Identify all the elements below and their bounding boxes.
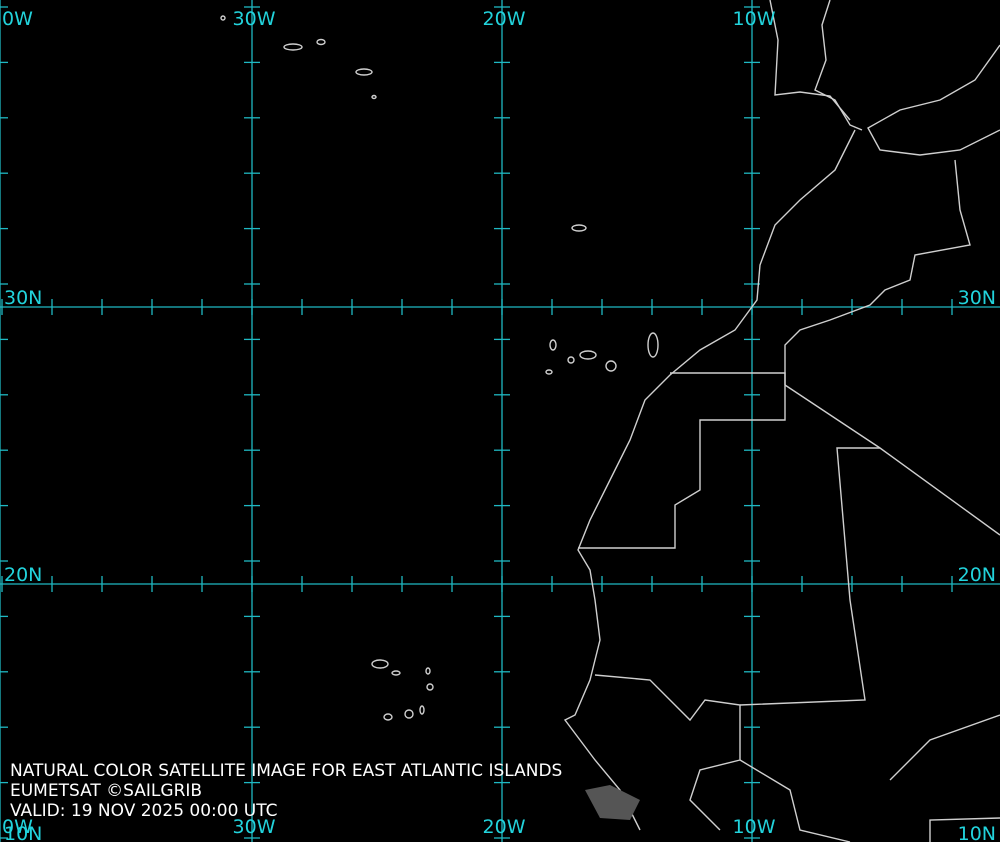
island (419, 705, 425, 715)
island (571, 224, 587, 232)
morocco-border (784, 159, 971, 385)
lat-label: 30N (4, 287, 42, 309)
island (355, 68, 373, 76)
lon-label: 10W (733, 8, 776, 30)
lat-label: 20N (4, 564, 42, 586)
island (404, 709, 414, 719)
island (549, 339, 557, 351)
island (426, 683, 434, 691)
coastlines (563, 0, 1000, 842)
island (567, 356, 575, 364)
island (545, 369, 553, 375)
med-coast (867, 44, 1000, 156)
islands (220, 15, 659, 721)
island (283, 43, 303, 51)
lat-label: 10N (958, 823, 996, 842)
caption-line: NATURAL COLOR SATELLITE IMAGE FOR EAST A… (10, 761, 562, 781)
cloud-patch (585, 785, 640, 820)
portugal-coast (769, 0, 851, 121)
africa-coast (563, 129, 856, 831)
island (391, 670, 401, 676)
island (425, 667, 431, 675)
island (371, 659, 389, 669)
lat-label: 20N (958, 564, 996, 586)
island (647, 332, 659, 358)
caption-line: VALID: 19 NOV 2025 00:00 UTC (10, 801, 278, 821)
island (371, 94, 377, 100)
lat-label: 10N (4, 823, 42, 842)
caption: NATURAL COLOR SATELLITE IMAGE FOR EAST A… (10, 761, 562, 821)
guinea-border (739, 759, 851, 842)
island (579, 350, 597, 360)
mauritania-border (739, 447, 880, 706)
lon-label: 0W (2, 816, 33, 838)
lat-label: 30N (958, 287, 996, 309)
mali-border (889, 714, 1000, 781)
lon-label: 0W (2, 8, 33, 30)
island (383, 713, 393, 721)
island (220, 15, 226, 21)
lon-label: 20W (483, 816, 526, 838)
grid-labels: 0W 0W 30W 30W 20W 20W 10W 10W 30N 30N 20N 20N 10N 10N (2, 8, 996, 842)
senegal-mali-border (594, 674, 741, 831)
ivory-border (929, 817, 1000, 842)
lon-label: 30W (233, 816, 276, 838)
island (316, 38, 326, 46)
caption-line: EUMETSAT ©SAILGRIB (10, 781, 202, 801)
island (605, 360, 617, 372)
lon-label: 30W (233, 8, 276, 30)
iberia-coast (814, 0, 863, 131)
lon-label: 10W (733, 816, 776, 838)
lon-label: 20W (483, 8, 526, 30)
